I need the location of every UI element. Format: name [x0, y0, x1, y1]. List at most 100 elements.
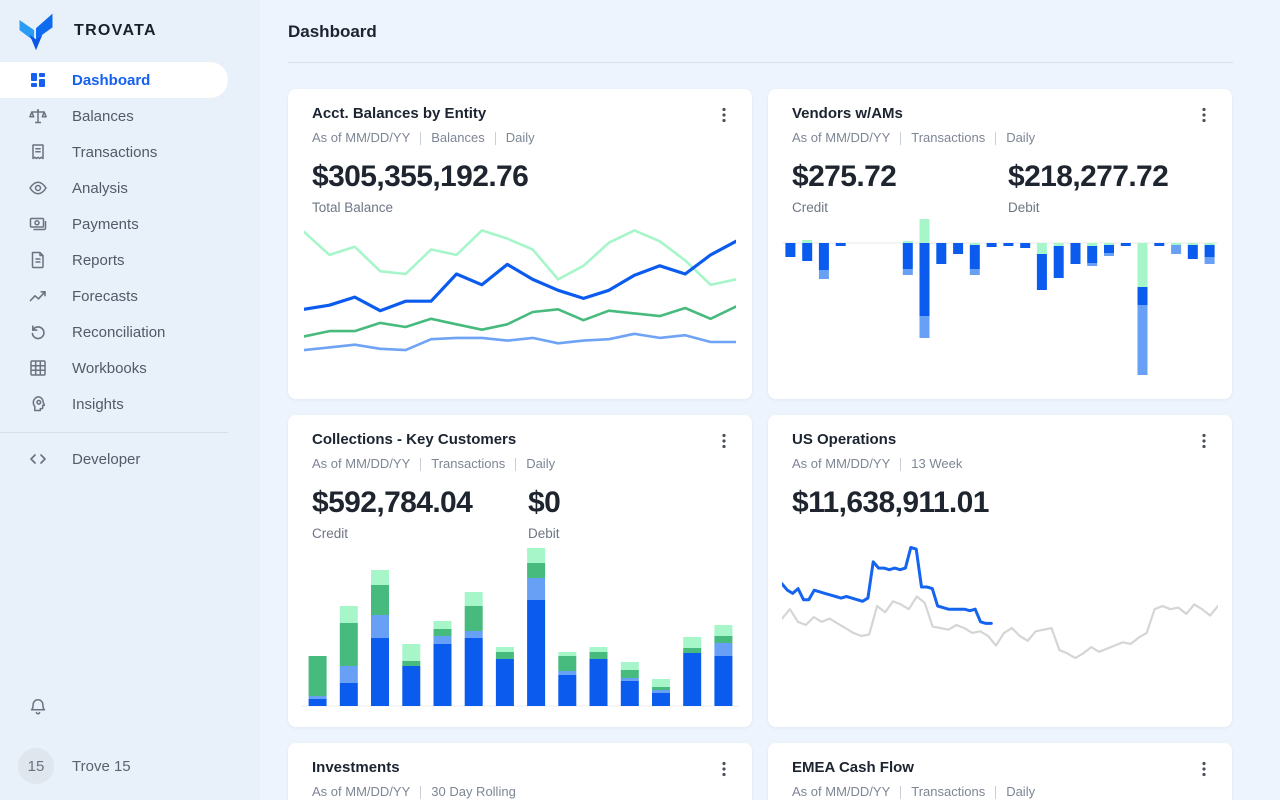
bar-segment [1087, 246, 1098, 263]
bar-segment [402, 661, 421, 666]
bell-icon[interactable] [28, 697, 48, 717]
avatar-initials: 15 [27, 757, 45, 775]
bar-segment [371, 615, 389, 638]
kebab-menu-icon[interactable] [1194, 431, 1214, 451]
bar-segment [683, 648, 702, 653]
sidebar-item-developer[interactable]: Developer [0, 441, 260, 477]
card-emea-cash-flow: EMEA Cash Flow As of MM/DD/YY Transactio… [768, 743, 1232, 800]
meta-period: 13 Week [911, 456, 963, 471]
sidebar-item-analysis[interactable]: Analysis [0, 170, 260, 206]
collections-bar-chart [302, 543, 739, 707]
sidebar-item-payments[interactable]: Payments [0, 206, 260, 242]
bar-segment [1070, 243, 1081, 264]
header-divider [288, 62, 1233, 63]
card-us-operations: US Operations As of MM/DD/YY 13 Week $11… [768, 415, 1232, 727]
brand-name: TROVATA [74, 22, 157, 39]
sidebar-item-forecasts[interactable]: Forecasts [0, 278, 260, 314]
card-title: US Operations [792, 431, 897, 448]
bar-segment [433, 621, 452, 629]
sidebar-item-label: Dashboard [72, 71, 151, 89]
bar-segment [620, 678, 639, 681]
bar-segment [433, 636, 452, 644]
bar-segment [1187, 245, 1198, 259]
bar-segment [802, 240, 813, 243]
series-actual-blue [780, 546, 993, 625]
meta-separator [995, 785, 997, 799]
sidebar-item-reports[interactable]: Reports [0, 242, 260, 278]
bar-segment [371, 570, 389, 585]
meta-period: Daily [1006, 784, 1036, 799]
sidebar-item-balances[interactable]: Balances [0, 98, 260, 134]
sidebar-item-insights[interactable]: Insights [0, 386, 260, 422]
bar-segment [969, 245, 980, 269]
bar-segment [1137, 243, 1148, 287]
bar-segment [1154, 243, 1165, 246]
bar-segment [527, 600, 546, 706]
card-title: Collections - Key Customers [312, 431, 517, 448]
user-menu[interactable]: 15 Trove 15 [0, 748, 260, 784]
bar-segment [1003, 243, 1014, 246]
bar-segment [371, 585, 389, 615]
dashboard-grid-icon [28, 70, 48, 90]
bar-segment [1137, 287, 1148, 305]
sidebar-item-label: Analysis [72, 179, 128, 197]
bar-segment [308, 656, 327, 696]
sidebar-footer: 15 Trove 15 [0, 697, 260, 800]
card-meta: As of MM/DD/YY 13 Week [792, 455, 1208, 473]
kebab-menu-icon[interactable] [714, 105, 734, 125]
meta-separator [494, 131, 496, 145]
bar-segment [785, 243, 796, 257]
kebab-menu-icon[interactable] [714, 759, 734, 779]
kebab-menu-icon[interactable] [1194, 759, 1214, 779]
bar-segment [558, 675, 577, 706]
meta-stream: Transactions [911, 130, 986, 145]
bar-segment [714, 643, 733, 656]
card-metrics: $305,355,192.76 Total Balance [288, 161, 752, 217]
sidebar-item-dashboard[interactable]: Dashboard [0, 62, 228, 98]
bar-segment [339, 623, 358, 666]
kebab-menu-icon[interactable] [1194, 105, 1214, 125]
kebab-menu-icon[interactable] [714, 431, 734, 451]
sidebar-item-transactions[interactable]: Transactions [0, 134, 260, 170]
bar-segment [936, 243, 947, 264]
bar-segment [714, 625, 733, 636]
circular-arrow-icon [28, 322, 48, 342]
bar-segment [902, 241, 913, 243]
sidebar-item-workbooks[interactable]: Workbooks [0, 350, 260, 386]
series-comparison-gray [780, 595, 1220, 660]
bar-segment [1171, 245, 1182, 254]
page-header: Dashboard [260, 0, 1280, 63]
bar-segment [589, 659, 608, 706]
bar-segment [527, 548, 546, 563]
bar-segment [339, 666, 358, 683]
meta-separator [900, 785, 902, 799]
series-entity-green [302, 305, 738, 338]
bar-segment [683, 653, 702, 706]
sidebar-item-label: Balances [72, 107, 134, 125]
card-meta: As of MM/DD/YY Balances Daily [312, 129, 728, 147]
card-metrics: $275.72 Credit $218,277.72 Debit [768, 161, 1232, 217]
sidebar-item-label: Forecasts [72, 287, 138, 305]
head-gear-icon [28, 394, 48, 414]
meta-as-of: As of MM/DD/YY [312, 130, 411, 145]
meta-period: Daily [1006, 130, 1036, 145]
card-title: Acct. Balances by Entity [312, 105, 487, 122]
meta-separator [900, 131, 902, 145]
bar-segment [620, 681, 639, 706]
bar-segment [714, 656, 733, 706]
bar-segment [969, 269, 980, 275]
bar-segment [464, 631, 483, 638]
meta-period: Daily [505, 130, 535, 145]
brand-header: TROVATA [0, 0, 260, 52]
sidebar-item-label: Payments [72, 215, 139, 233]
bar-segment [818, 243, 829, 270]
bar-segment [433, 629, 452, 636]
avatar: 15 [18, 748, 54, 784]
bar-segment [558, 652, 577, 656]
us-operations-svg [780, 546, 1220, 660]
meta-separator [995, 131, 997, 145]
sidebar-item-reconciliation[interactable]: Reconciliation [0, 314, 260, 350]
receipt-icon [28, 142, 48, 162]
meta-stream: Transactions [911, 784, 986, 799]
meta-separator [420, 785, 422, 799]
